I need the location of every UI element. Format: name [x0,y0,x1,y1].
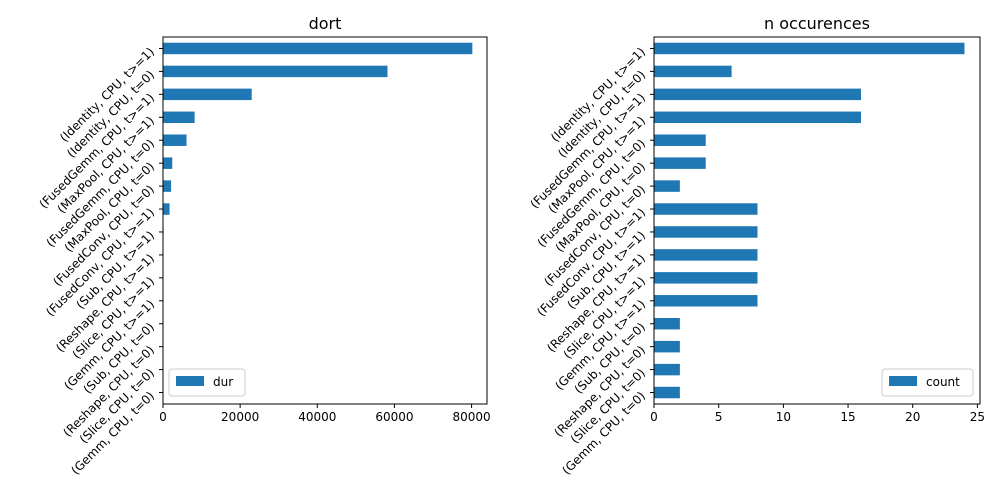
left-x-tick-label-4: 80000 [452,410,490,424]
right-bar-2 [654,89,861,100]
right-bar-13 [654,341,680,352]
right-bar-6 [654,180,680,191]
right-bar-10 [654,272,757,283]
right-bar-7 [654,203,757,214]
left-x-tick-label-2: 40000 [298,410,336,424]
right-x-tick-label-0: 0 [650,410,658,424]
right-bar-9 [654,249,757,260]
left-chart-legend: dur [169,369,245,396]
left-bar-3 [163,112,195,123]
right-bar-8 [654,226,757,237]
left-legend-label: dur [213,375,233,389]
left-bar-2 [163,89,252,100]
left-x-tick-label-1: 20000 [221,410,259,424]
left-chart-title: dort [309,14,342,33]
right-bar-11 [654,295,757,306]
left-bar-6 [163,180,171,191]
left-bar-1 [163,66,387,77]
right-bar-14 [654,364,680,375]
right-x-tick-label-2: 10 [776,410,791,424]
left-legend-swatch [176,376,204,386]
right-x-tick-label-3: 15 [840,410,855,424]
right-bar-5 [654,157,706,168]
left-bar-0 [163,43,472,54]
left-bar-5 [163,157,172,168]
left-bar-4 [163,134,187,145]
right-bar-3 [654,112,861,123]
right-x-tick-label-1: 5 [715,410,723,424]
left-x-tick-label-0: 0 [159,410,167,424]
right-chart-legend: count [882,369,973,396]
right-x-tick-label-4: 20 [905,410,920,424]
right-legend-label: count [926,375,960,389]
right-bar-15 [654,387,680,398]
right-bar-4 [654,134,706,145]
right-bar-1 [654,66,732,77]
right-legend-swatch [889,376,917,386]
left-x-tick-label-3: 60000 [375,410,413,424]
right-x-tick-label-5: 25 [970,410,985,424]
right-chart-title: n occurences [764,14,870,33]
right-bar-12 [654,318,680,329]
right-bar-0 [654,43,964,54]
left-bar-7 [163,203,170,214]
